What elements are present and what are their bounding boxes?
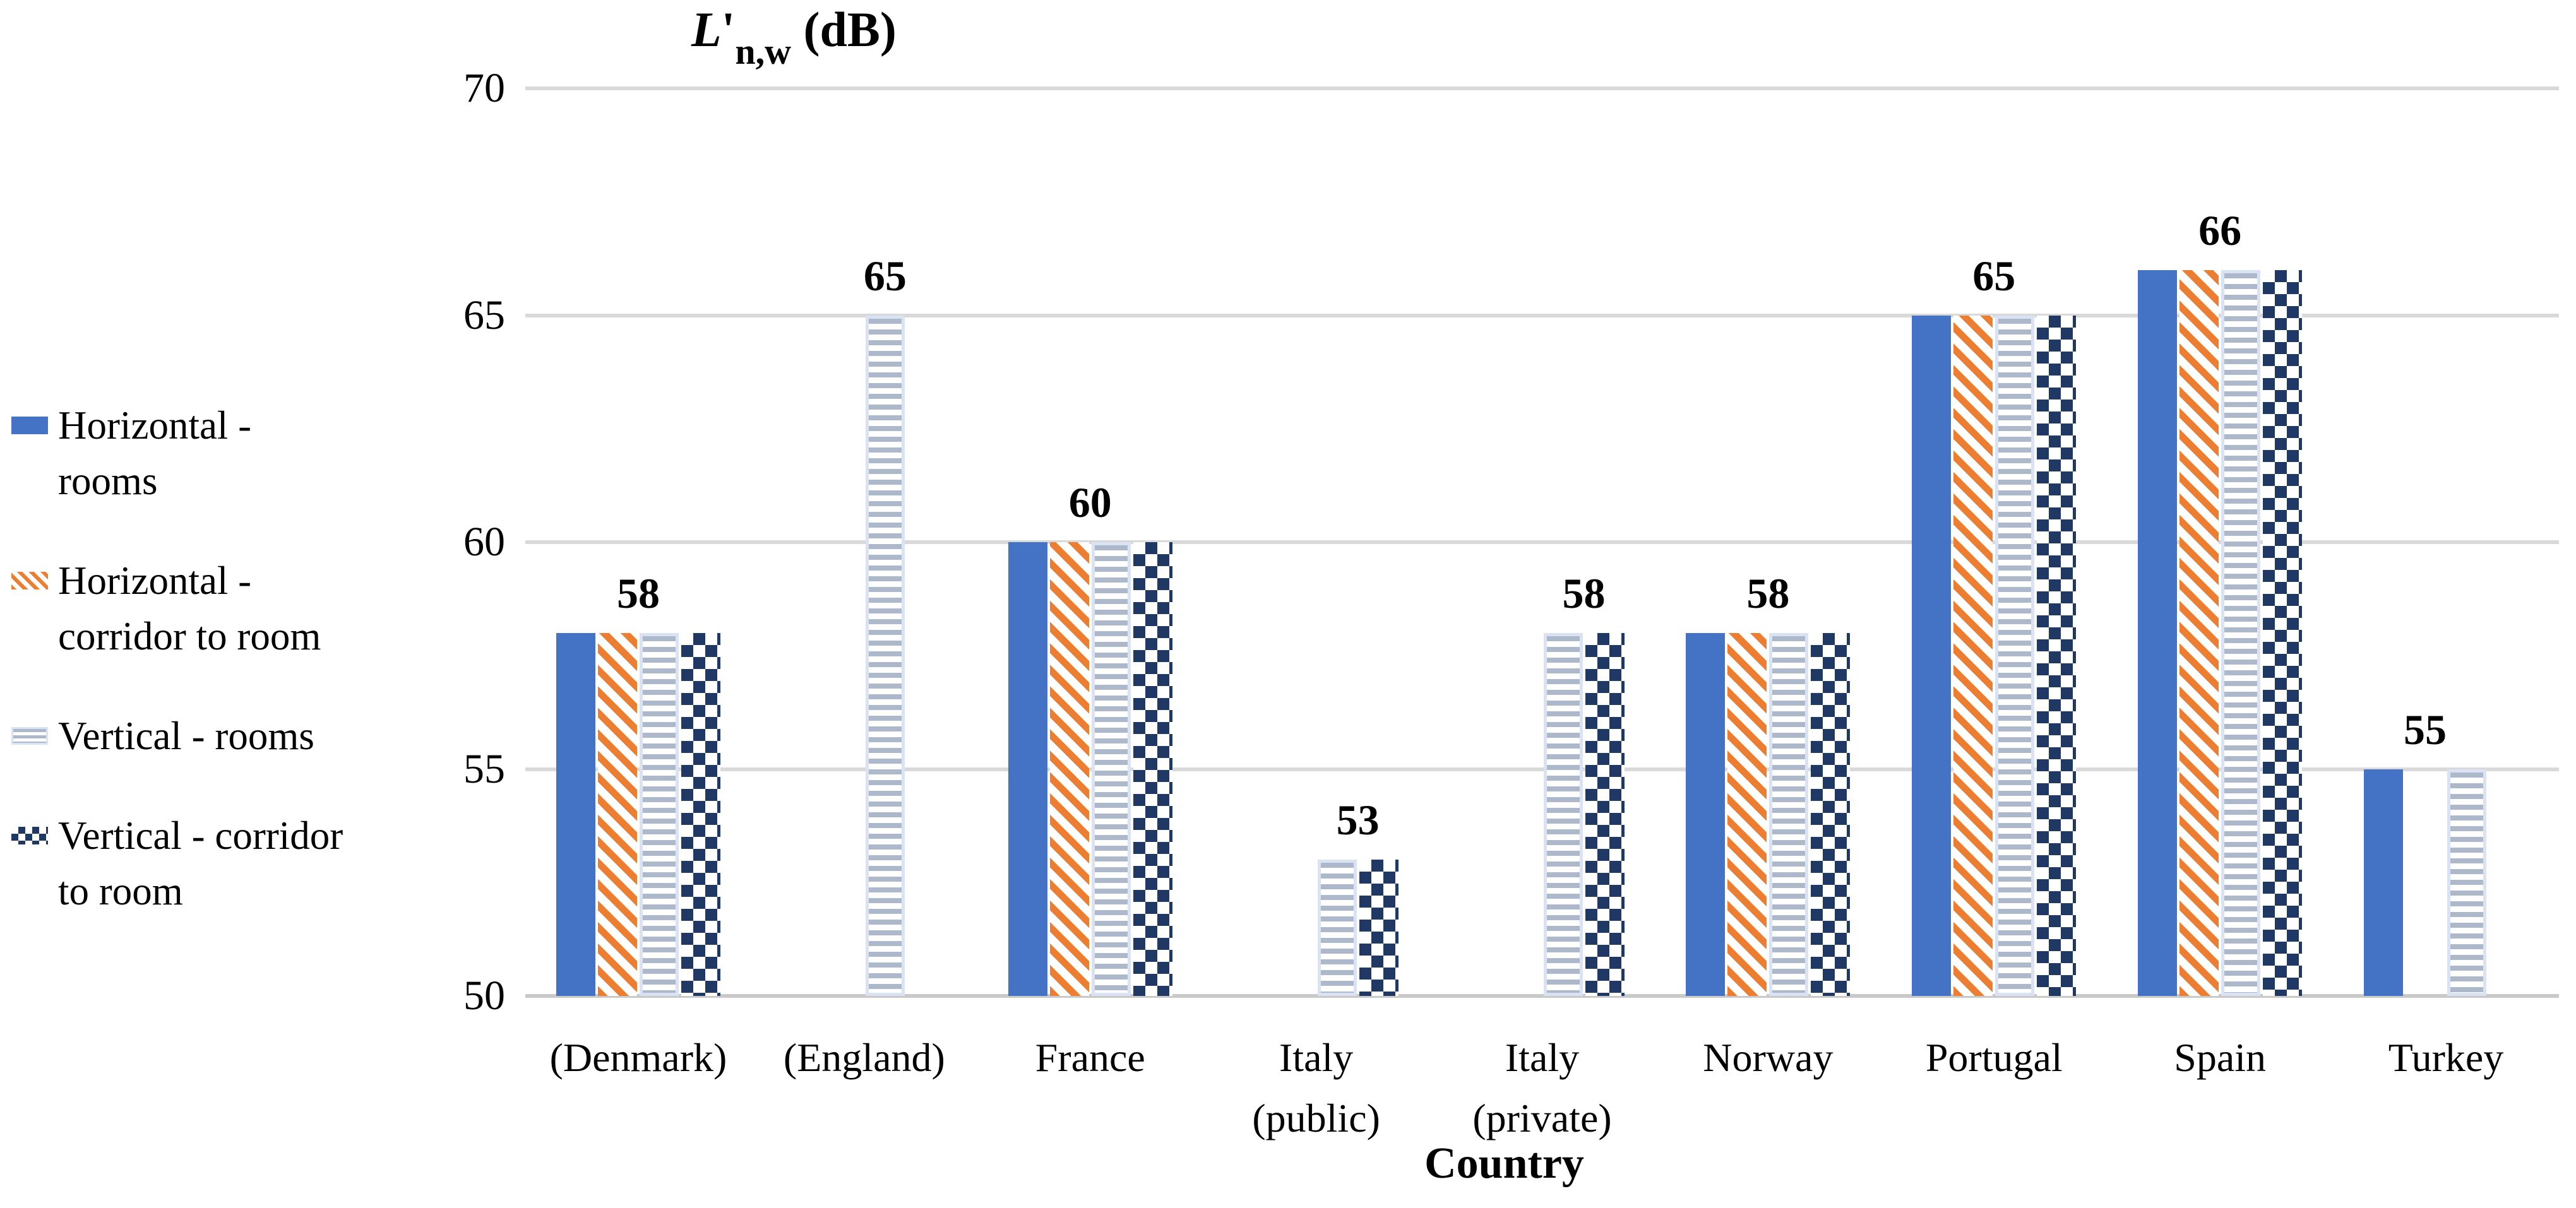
x-tick-label-italy--public-: Italy (public) — [1203, 1027, 1430, 1149]
x-tick-label-norway: Norway — [1654, 1027, 1881, 1088]
bar-s3-c6 — [1769, 632, 1809, 996]
gridline-50 — [525, 994, 2559, 998]
legend-label-line: Horizontal - — [58, 559, 252, 603]
bar-s1-c9 — [2364, 769, 2404, 996]
x-tick-line: Italy — [1505, 1035, 1580, 1080]
gridline-70 — [525, 86, 2559, 90]
bar-s4-c3 — [1133, 542, 1172, 996]
bar-s4-c6 — [1811, 632, 1851, 996]
legend-label-line: Vertical - rooms — [58, 714, 314, 758]
y-tick-label-55: 55 — [463, 745, 505, 792]
bar-s4-c8 — [2263, 269, 2303, 996]
legend-label-line: Horizontal - — [58, 403, 252, 447]
data-label--england-: 65 — [863, 251, 907, 300]
y-axis-title-unit: (dB) — [790, 2, 897, 57]
bar-s3-c1 — [639, 632, 679, 996]
bar-s4-c7 — [2037, 315, 2077, 996]
y-tick-label-60: 60 — [463, 519, 505, 565]
legend-label: Vertical - rooms — [58, 708, 314, 764]
data-label-italy--public-: 53 — [1336, 796, 1380, 844]
bar-s1-c3 — [1008, 542, 1047, 996]
bar-s3-c2 — [865, 315, 905, 996]
y-axis-title-subscript: n,w — [735, 31, 791, 72]
bar-s3-c8 — [2221, 269, 2261, 996]
bar-s2-c7 — [1953, 315, 1993, 996]
legend-label-line: Vertical - corridor — [58, 814, 343, 858]
x-tick-label-france: France — [977, 1027, 1204, 1088]
bar-s2-c8 — [2179, 269, 2219, 996]
bar-s3-c7 — [1995, 315, 2035, 996]
gridline-65 — [525, 313, 2559, 317]
bar-s1-c8 — [2138, 269, 2178, 996]
x-tick-label--england-: (England) — [751, 1027, 978, 1088]
data-label-portugal: 65 — [1972, 251, 2016, 300]
y-tick-label-50: 50 — [463, 973, 505, 1019]
y-axis-title-symbol: L — [691, 2, 722, 57]
bar-s1-c1 — [556, 632, 595, 996]
legend-label-line: rooms — [58, 459, 158, 503]
legend-swatch-diagonal-stripes-icon — [11, 572, 48, 589]
bar-s2-c3 — [1049, 542, 1089, 996]
bar-s3-c5 — [1543, 632, 1583, 996]
x-tick-line: Turkey — [2388, 1035, 2504, 1080]
gridline-60 — [525, 540, 2559, 544]
y-axis-title-prime: ' — [721, 2, 736, 57]
legend-label-line: to room — [58, 869, 183, 913]
legend-label-line: corridor to room — [58, 614, 321, 658]
x-tick-line: (Denmark) — [549, 1035, 727, 1080]
bar-s1-c7 — [1912, 315, 1952, 996]
legend-item-vertical---rooms: Vertical - rooms — [9, 708, 314, 764]
legend-swatch-checker-icon — [11, 827, 48, 844]
data-label-france: 60 — [1068, 478, 1112, 526]
data-label-turkey: 55 — [2404, 705, 2447, 754]
x-tick-label-italy--private-: Italy (private) — [1429, 1027, 1656, 1149]
bar-s2-c1 — [597, 632, 637, 996]
x-tick-line: France — [1035, 1035, 1145, 1080]
bar-s4-c5 — [1585, 632, 1625, 996]
legend-item-vertical---corridor-to-room: Vertical - corridor to room — [9, 808, 343, 919]
y-tick-label-65: 65 — [463, 292, 505, 338]
x-axis-title: Country — [1424, 1139, 1584, 1188]
legend-label: Vertical - corridor to room — [58, 808, 343, 919]
x-tick-line: Spain — [2174, 1035, 2267, 1080]
x-tick-line: (England) — [783, 1035, 945, 1080]
x-tick-line: (public) — [1252, 1096, 1380, 1140]
data-label-spain: 66 — [2198, 206, 2242, 254]
x-tick-line: Portugal — [1925, 1035, 2063, 1080]
y-axis-title: L'n,w (dB) — [691, 1, 897, 70]
x-tick-label-portugal: Portugal — [1880, 1027, 2108, 1088]
bar-s1-c6 — [1686, 632, 1726, 996]
legend-label: Horizontal - rooms — [58, 398, 251, 509]
gridline-55 — [525, 767, 2559, 771]
bar-s4-c1 — [681, 632, 720, 996]
x-tick-label-turkey: Turkey — [2332, 1027, 2560, 1088]
bar-s3-c3 — [1091, 542, 1131, 996]
x-tick-line: Norway — [1703, 1035, 1834, 1080]
legend-swatch-solid-icon — [11, 417, 48, 434]
x-tick-label-spain: Spain — [2106, 1027, 2334, 1088]
x-tick-line: (private) — [1472, 1096, 1612, 1140]
data-label-italy--private-: 58 — [1562, 569, 1606, 617]
legend-item-horizontal---corridor-to-room: Horizontal - corridor to room — [9, 553, 321, 664]
x-tick-label--denmark-: (Denmark) — [525, 1027, 752, 1088]
bar-s4-c4 — [1359, 860, 1398, 996]
bar-s2-c6 — [1727, 632, 1767, 996]
legend-label: Horizontal - corridor to room — [58, 553, 321, 664]
y-tick-label-70: 70 — [463, 65, 505, 111]
bar-s3-c9 — [2447, 769, 2487, 996]
bar-s3-c4 — [1317, 860, 1357, 996]
data-label--denmark-: 58 — [616, 569, 660, 617]
legend-swatch-horizontal-stripes-icon — [11, 727, 48, 745]
legend-item-horizontal---rooms: Horizontal - rooms — [9, 398, 251, 509]
data-label-norway: 58 — [1746, 569, 1790, 617]
x-tick-line: Italy — [1279, 1035, 1354, 1080]
